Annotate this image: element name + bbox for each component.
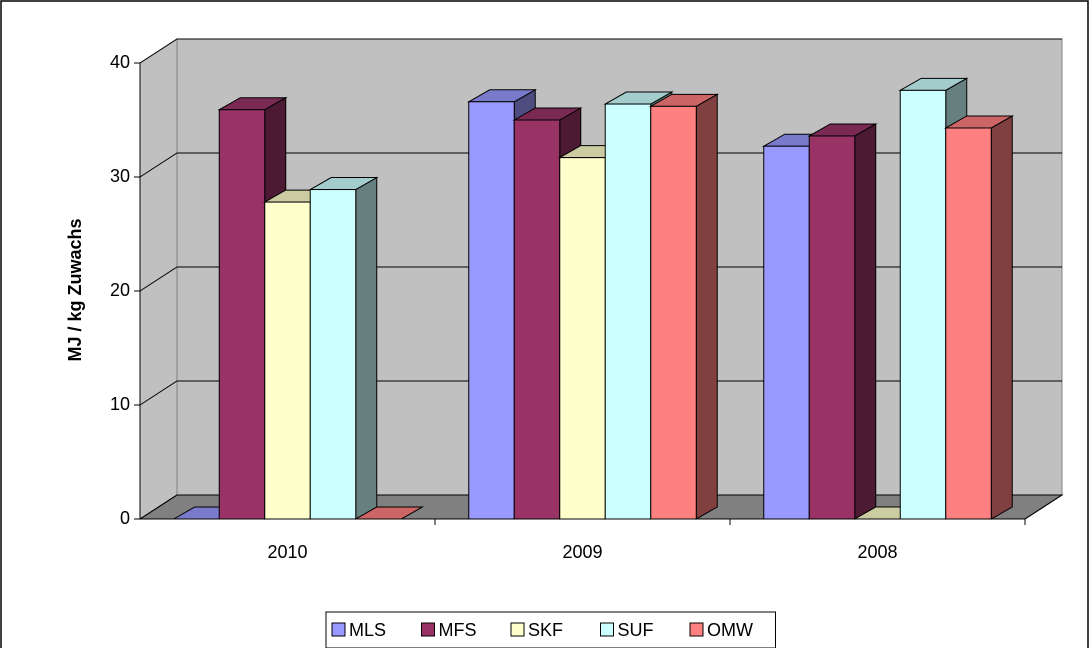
x-tick-label: 2010 <box>267 542 307 562</box>
legend-label: OMW <box>707 620 753 640</box>
bar <box>264 201 311 520</box>
legend-swatch <box>600 622 614 637</box>
bar-group <box>353 506 425 520</box>
legend-label: MFS <box>439 620 477 640</box>
bar <box>763 145 810 520</box>
bar-group <box>308 176 379 520</box>
legend-swatch <box>331 622 346 637</box>
bar <box>945 127 992 520</box>
legend-label: MLS <box>349 620 386 640</box>
bar-group <box>648 93 720 520</box>
bar-side <box>355 176 378 520</box>
legend-swatch <box>421 622 435 637</box>
legend-swatch <box>510 622 525 637</box>
bar <box>650 105 697 520</box>
bar <box>604 103 652 520</box>
legend-label: SKF <box>528 620 563 640</box>
y-tick-label: 20 <box>110 280 130 300</box>
bar <box>218 109 266 520</box>
legend: MLS MFS SKF SUF OMW <box>325 611 776 649</box>
y-tick-label: 30 <box>110 166 130 186</box>
bar <box>559 157 606 520</box>
bar <box>513 119 561 520</box>
bar-group <box>943 115 1015 520</box>
legend-swatch <box>689 622 704 637</box>
y-tick-label: 0 <box>120 508 130 528</box>
bar <box>309 189 357 520</box>
y-tick-label: 10 <box>110 394 130 414</box>
bar-side <box>854 123 877 520</box>
grid-line <box>139 38 1062 64</box>
bar <box>899 89 947 520</box>
y-axis-title: MJ / kg Zuwachs <box>65 218 85 361</box>
x-tick-label: 2008 <box>857 542 897 562</box>
y-tick-label: 40 <box>110 52 130 72</box>
floor-edge <box>1024 494 1063 520</box>
bar-group <box>807 123 878 520</box>
bar <box>808 135 856 520</box>
bar-top <box>353 506 425 520</box>
x-tick-label: 2009 <box>562 542 602 562</box>
bar <box>468 101 515 520</box>
bar-side <box>695 93 718 520</box>
legend-label: SUF <box>618 620 654 640</box>
bar-side <box>990 115 1013 520</box>
